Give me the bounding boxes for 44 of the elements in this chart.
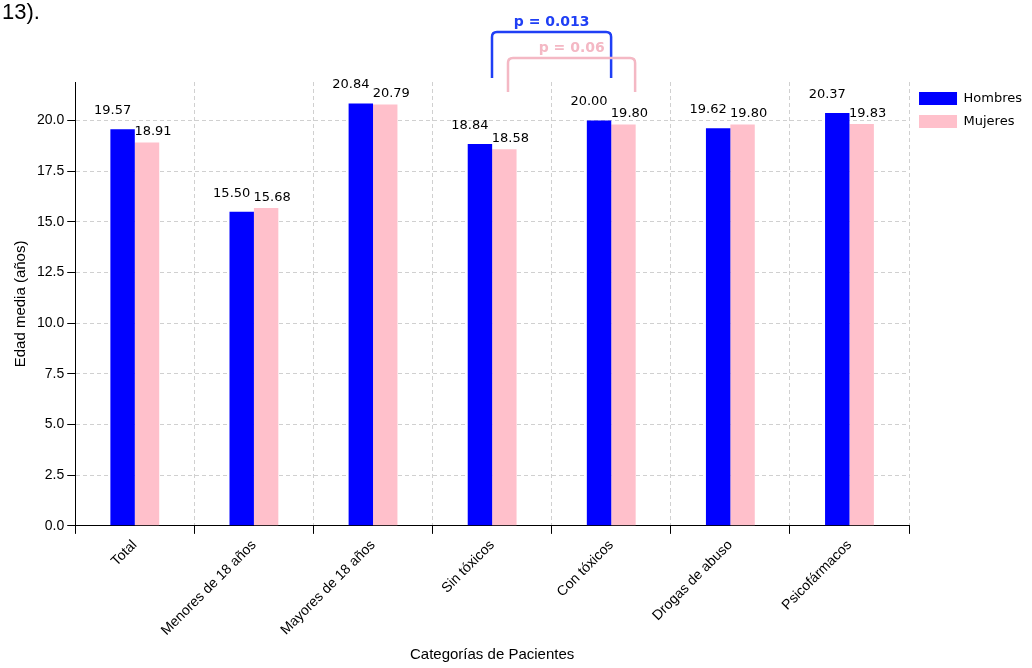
legend-label: Hombres [963,89,1023,105]
bar [825,113,850,526]
text: p = 0.06 [538,38,605,55]
data-label: 18.84 [451,116,489,132]
bar [586,120,612,526]
data-label: 19.57 [93,102,132,118]
bar [110,129,135,526]
bar [348,103,374,526]
bar [705,128,731,526]
bar [849,123,874,526]
data-label: 20.00 [570,93,608,109]
data-label: 19.80 [610,105,649,121]
x-axis-title: Categorías de Pacientes [410,645,575,663]
y-axis-title: Edad media (años) [11,240,29,368]
legend-label: Mujeres [963,112,1015,128]
y-tick-label: 20.0 [37,111,65,128]
bar [467,144,493,526]
bar [373,104,398,526]
data-label: 18.91 [134,123,172,139]
data-label: 20.37 [808,85,846,101]
data-label: 19.83 [849,104,887,120]
data-label: 15.68 [253,188,291,204]
text: p = 0.013 [513,12,590,29]
data-label: 18.58 [491,130,529,146]
bar [134,142,160,526]
y-tick-label: 12.5 [37,263,65,280]
y-tick-label: 10.0 [37,314,65,331]
y-tick-label: 7.5 [44,364,65,381]
bar [253,208,279,526]
y-tick-label: 15.0 [37,212,65,229]
bar [730,124,755,526]
bar [229,211,254,526]
y-tick-label: 2.5 [44,466,65,483]
data-label: 20.79 [372,85,410,101]
text: 13). [2,0,40,24]
data-label: 19.80 [729,105,768,121]
bar [492,149,517,526]
y-tick-label: 17.5 [37,162,65,179]
y-tick-label: 0.0 [44,516,65,533]
data-label: 20.84 [332,76,370,92]
bar [611,124,636,526]
y-tick-label: 5.0 [44,415,65,432]
data-label: 15.50 [213,184,251,200]
data-label: 19.62 [689,101,727,117]
